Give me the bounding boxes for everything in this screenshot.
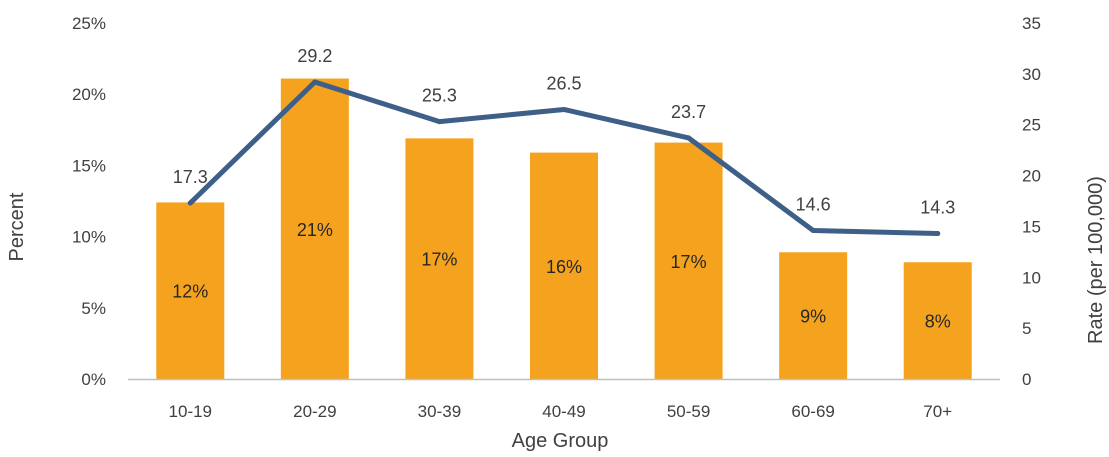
y-tick-20%: 20%: [72, 85, 106, 104]
x-tick-labels: 10-19 20-29 30-39 40-49 50-59 60-69 70+: [169, 402, 953, 421]
x-tick-40-49: 40-49: [542, 402, 585, 421]
line-point-40-49: [561, 106, 567, 112]
y2-tick-35: 35: [1022, 14, 1041, 33]
bar-30-39: [405, 138, 474, 379]
line-label-60-69: 14.6: [796, 194, 831, 214]
y2-tick-labels: 0 5 10 15 20 25 30 35: [1022, 14, 1041, 389]
x-tick-70+: 70+: [923, 402, 952, 421]
bar-10-19: [156, 202, 225, 379]
x-tick-50-59: 50-59: [667, 402, 710, 421]
line-labels-layer: 17.3 29.2 25.3 26.5 23.7 14.6 14.3: [173, 46, 955, 218]
bar-20-29: [280, 78, 349, 379]
line-label-30-39: 25.3: [422, 86, 457, 106]
bar-label-50-59: 17%: [671, 252, 707, 272]
y-tick-15%: 15%: [72, 156, 106, 175]
y2-tick-15: 15: [1022, 217, 1041, 236]
bar-labels-layer: 12% 21% 17% 16% 17% 9% 8%: [172, 220, 950, 332]
line-point-10-19: [187, 200, 193, 206]
bar-70+: [903, 262, 972, 379]
y-tick-labels: 0% 5% 10% 15% 20% 25%: [72, 14, 106, 389]
y2-tick-30: 30: [1022, 65, 1041, 84]
line-layer: [187, 79, 941, 237]
bar-60-69: [779, 252, 848, 379]
x-tick-30-39: 30-39: [418, 402, 461, 421]
bars-layer: [156, 78, 972, 379]
x-tick-10-19: 10-19: [169, 402, 212, 421]
bar-label-30-39: 17%: [421, 250, 457, 270]
line-point-20-29: [312, 79, 318, 85]
bar-label-20-29: 21%: [297, 220, 333, 240]
bar-label-60-69: 9%: [800, 307, 826, 327]
x-tick-20-29: 20-29: [293, 402, 336, 421]
line-label-40-49: 26.5: [546, 73, 581, 93]
bar-label-40-49: 16%: [546, 257, 582, 277]
y2-tick-20: 20: [1022, 167, 1041, 186]
bar-40-49: [530, 152, 598, 379]
line-point-70+: [935, 231, 941, 237]
x-axis-title: Age Group: [512, 430, 609, 452]
y2-tick-5: 5: [1022, 319, 1031, 338]
y2-tick-10: 10: [1022, 268, 1041, 287]
bar-50-59: [654, 142, 723, 379]
line-point-60-69: [810, 227, 816, 233]
line-label-70+: 14.3: [920, 198, 955, 218]
y-tick-0%: 0%: [81, 370, 106, 389]
line-label-50-59: 23.7: [671, 102, 706, 122]
line-point-30-39: [436, 119, 442, 125]
y-axis-title: Percent: [6, 192, 28, 261]
y2-tick-25: 25: [1022, 116, 1041, 135]
line-point-50-59: [686, 135, 692, 141]
y-tick-10%: 10%: [72, 228, 106, 247]
x-tick-60-69: 60-69: [791, 402, 834, 421]
line-label-20-29: 29.2: [297, 46, 332, 66]
y2-axis-title: Rate (per 100,000): [1085, 176, 1107, 344]
bar-label-10-19: 12%: [172, 282, 208, 302]
y-tick-5%: 5%: [81, 299, 106, 318]
line-label-10-19: 17.3: [173, 167, 208, 187]
y2-tick-0: 0: [1022, 370, 1031, 389]
bar-label-70+: 8%: [925, 312, 951, 332]
y-tick-25%: 25%: [72, 14, 106, 33]
